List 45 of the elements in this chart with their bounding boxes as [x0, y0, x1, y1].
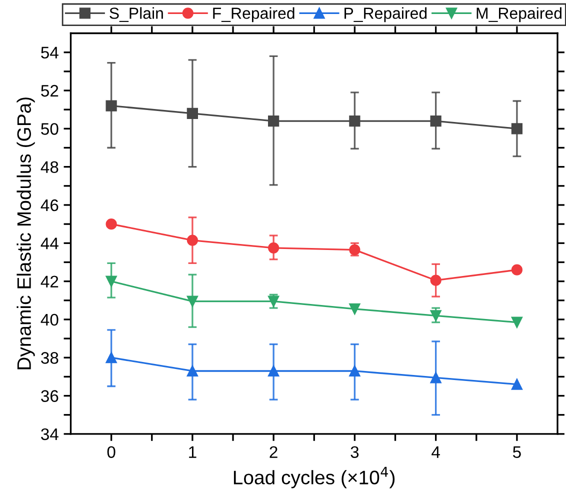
- legend-label: F_Repaired: [213, 7, 294, 22]
- y-tick-label: 44: [40, 238, 58, 250]
- point: [268, 365, 280, 377]
- point: [430, 274, 442, 286]
- point: [511, 264, 523, 276]
- point: [106, 218, 117, 230]
- point: [186, 234, 198, 246]
- point: [106, 352, 117, 364]
- point: [106, 276, 117, 287]
- point: [186, 365, 198, 377]
- y-tick-label: 54: [41, 46, 58, 59]
- y-axis-title: Dynamic Elastic Modulus (GPa): [16, 98, 35, 370]
- point: [349, 115, 360, 127]
- point: [186, 108, 198, 119]
- point: [186, 296, 198, 307]
- point: [511, 378, 523, 390]
- x-tick-label: 2: [270, 446, 278, 458]
- y-tick-label: 34: [41, 428, 58, 440]
- legend-label: M_Repaired: [476, 7, 562, 22]
- y-tick-label: 48: [40, 161, 58, 174]
- x-tick-label: 5: [512, 446, 521, 458]
- y-tick-label: 52: [41, 84, 58, 97]
- x-tick-label: 0: [107, 446, 116, 458]
- y-tick-label: 40: [40, 314, 58, 326]
- point: [268, 242, 280, 254]
- x-tick-label: 1: [189, 446, 196, 458]
- point: [268, 115, 280, 127]
- point: [511, 316, 523, 328]
- point: [511, 123, 523, 134]
- legend-label: P_Repaired: [344, 7, 427, 22]
- y-tick-label: 50: [41, 123, 58, 135]
- y-tick-label: 36: [41, 390, 58, 402]
- y-tick-label: 46: [40, 199, 58, 212]
- legend-label: S_Plain: [110, 7, 163, 22]
- x-tick-label: 4: [432, 446, 440, 458]
- point: [349, 303, 360, 315]
- point: [106, 100, 117, 112]
- x-axis-title: Load cycles (×10$^{4}$): [234, 466, 395, 488]
- y-tick-label: 38: [41, 352, 58, 364]
- point: [430, 310, 442, 322]
- x-tick-label: 3: [350, 446, 359, 458]
- point: [349, 365, 360, 377]
- point: [430, 372, 442, 384]
- point: [430, 115, 442, 127]
- y-tick-label: 42: [40, 276, 58, 288]
